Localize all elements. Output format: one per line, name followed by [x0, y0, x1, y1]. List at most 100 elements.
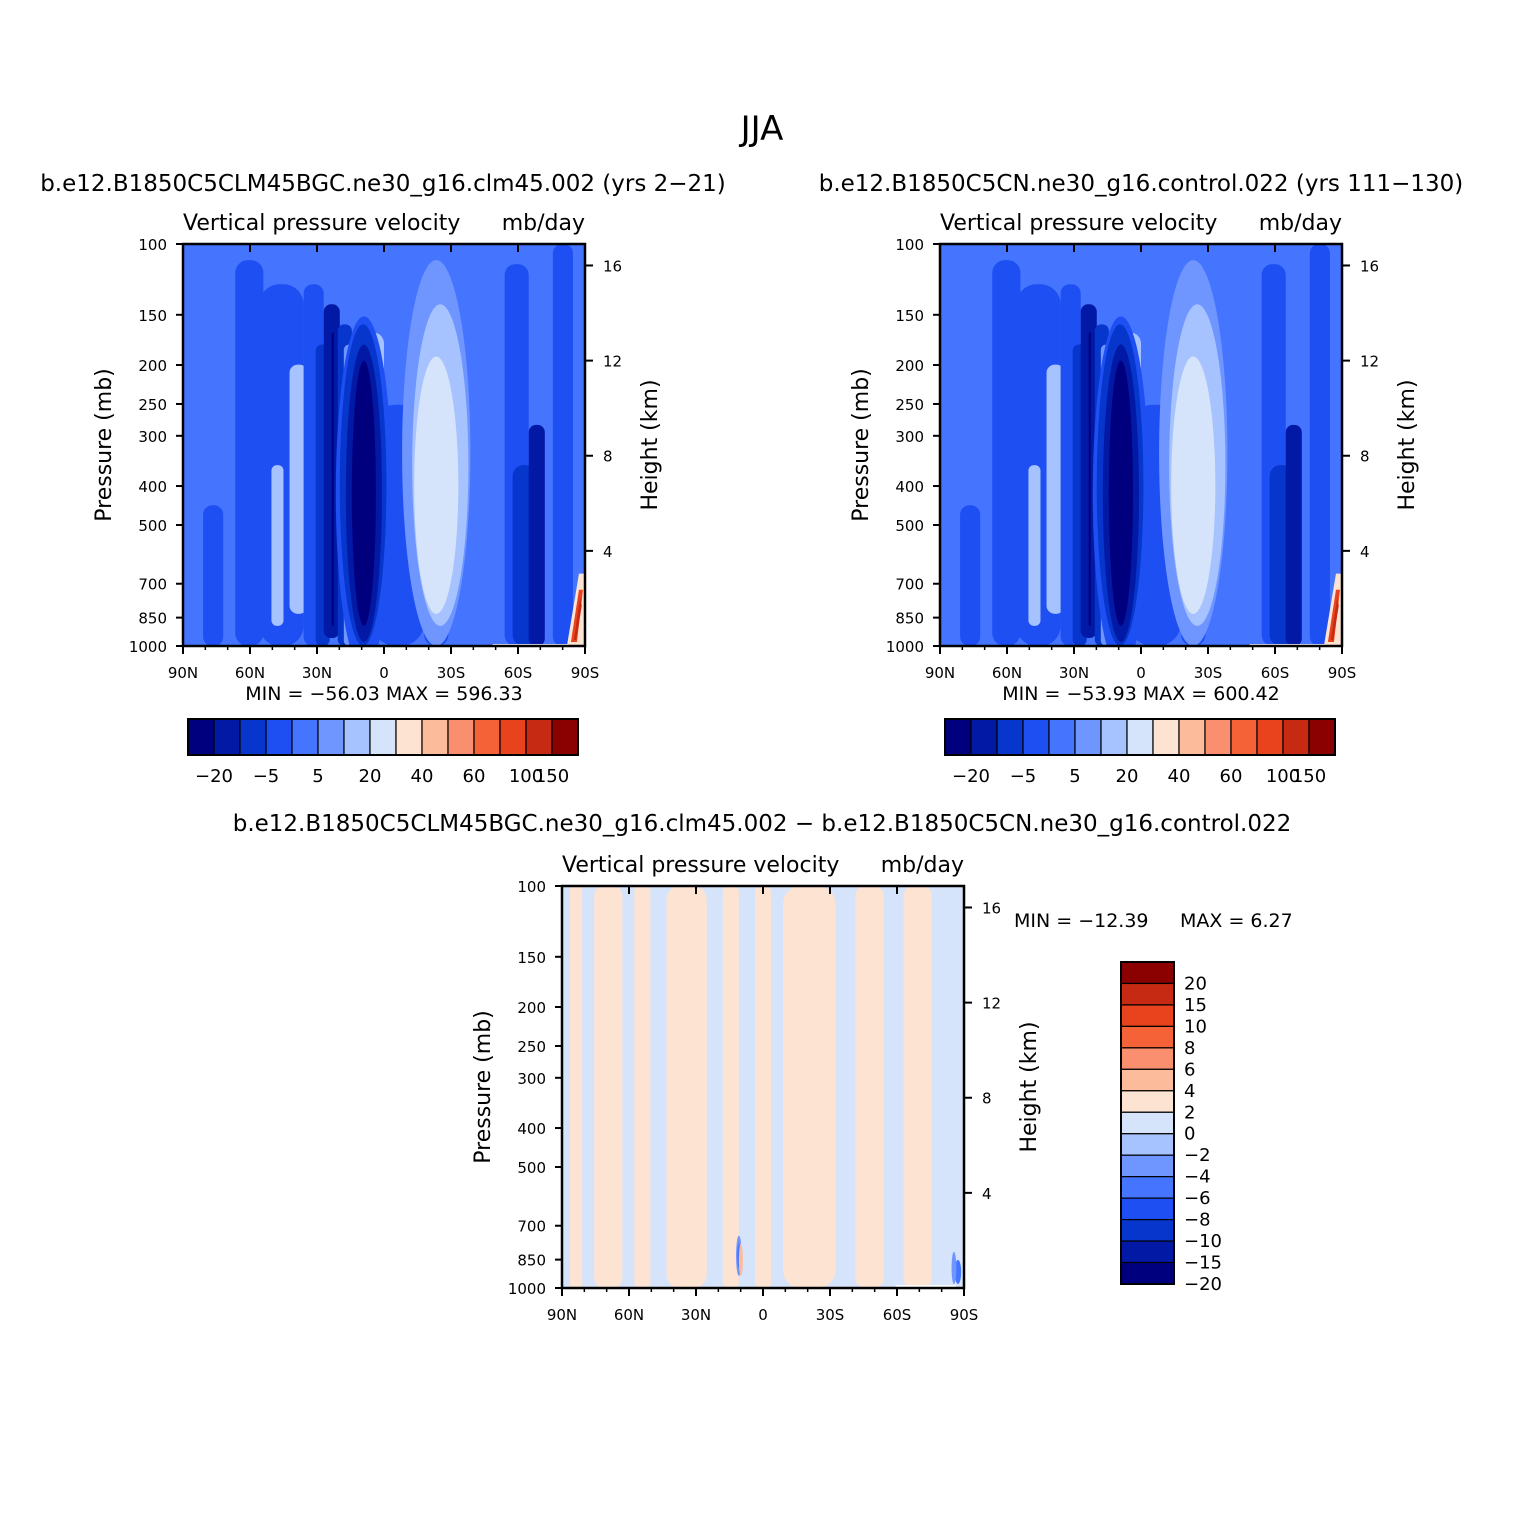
colorbar-label: 150 — [1292, 766, 1326, 787]
colorbar-box — [1120, 1111, 1175, 1135]
colorbar-label: −20 — [952, 766, 990, 787]
colorbar-label: −4 — [1184, 1167, 1211, 1188]
height-tick-label: 12 — [603, 353, 622, 371]
colorbar-box — [213, 718, 241, 756]
contour-field — [562, 886, 964, 1288]
panel-top-right: b.e12.B1850C5CN.ne30_g16.control.022 (yr… — [819, 171, 1464, 787]
latitude-tick-label: 90N — [168, 664, 198, 682]
colorbar-box — [1120, 961, 1175, 985]
ascent-region — [414, 356, 459, 614]
height-tick-label: 16 — [982, 899, 1001, 917]
contour-spot — [951, 1251, 957, 1284]
pressure-tick-label: 500 — [895, 517, 924, 535]
stats-max-label: MAX = 6.27 — [1180, 910, 1293, 932]
latitude-tick-label: 0 — [758, 1306, 768, 1324]
colorbar-box — [1256, 718, 1284, 756]
latitude-tick-label: 60S — [504, 664, 533, 682]
latitude-tick-label: 30N — [681, 1306, 711, 1324]
colorbar-label: 0 — [1184, 1124, 1195, 1145]
height-tick-label: 4 — [1360, 543, 1370, 561]
latitude-tick-label: 90S — [571, 664, 600, 682]
colorbar-label: −20 — [1184, 1274, 1222, 1295]
colorbar-label: 20 — [1116, 766, 1139, 787]
height-tick-label: 4 — [603, 543, 613, 561]
pressure-tick-label: 400 — [895, 478, 924, 496]
colorbar-box — [291, 718, 319, 756]
contour-band — [331, 332, 334, 626]
colorbar-label: −10 — [1184, 1231, 1222, 1252]
y2-axis-label: Height (km) — [638, 379, 663, 510]
colorbar-box — [317, 718, 345, 756]
colorbar-box — [1120, 1261, 1175, 1285]
units-label: mb/day — [502, 211, 585, 236]
colorbar-box — [239, 718, 267, 756]
y2-axis-label: Height (km) — [1395, 379, 1420, 510]
colorbar-label: 4 — [1184, 1081, 1195, 1102]
pressure-tick-label: 300 — [517, 1070, 546, 1088]
latitude-tick-label: 30N — [302, 664, 332, 682]
case-title: b.e12.B1850C5CN.ne30_g16.control.022 (yr… — [819, 171, 1464, 197]
variable-label: Vertical pressure velocity — [562, 853, 839, 878]
contour-band — [594, 886, 623, 1288]
pressure-tick-label: 250 — [138, 396, 167, 414]
colorbar-box — [944, 718, 972, 756]
colorbar-frame — [187, 718, 579, 756]
colorbar-label: 15 — [1184, 995, 1207, 1016]
colorbar-box — [395, 718, 423, 756]
contour-spot — [954, 1259, 962, 1284]
colorbar-label: 8 — [1184, 1038, 1195, 1059]
colorbar-label: 100 — [509, 766, 543, 787]
colorbar-box — [1178, 718, 1206, 756]
contour-band — [855, 886, 884, 1288]
pressure-tick-label: 700 — [517, 1218, 546, 1236]
height-tick-label: 16 — [603, 257, 622, 275]
contour-band — [992, 260, 1021, 646]
colorbar-box — [1022, 718, 1050, 756]
colorbar-box — [1120, 982, 1175, 1006]
case-title: b.e12.B1850C5CLM45BGC.ne30_g16.clm45.002… — [233, 811, 1292, 837]
colorbar-box — [1048, 718, 1076, 756]
latitude-tick-label: 0 — [1136, 664, 1146, 682]
latitude-tick-label: 90N — [547, 1306, 577, 1324]
pressure-tick-label: 1000 — [886, 638, 924, 656]
pressure-tick-label: 700 — [138, 576, 167, 594]
contour-band — [552, 244, 573, 646]
colorbar-label: 5 — [1069, 766, 1080, 787]
colorbar-frame — [1120, 961, 1175, 1285]
colorbar-box — [1230, 718, 1258, 756]
pressure-tick-label: 300 — [138, 428, 167, 446]
height-tick-label: 16 — [1360, 257, 1379, 275]
y2-axis-label: Height (km) — [1017, 1021, 1042, 1152]
colorbar-box — [1120, 1154, 1175, 1178]
contour-band — [634, 886, 651, 1288]
pressure-tick-label: 250 — [517, 1038, 546, 1056]
colorbar-label: 100 — [1266, 766, 1300, 787]
pressure-tick-label: 500 — [517, 1159, 546, 1177]
latitude-tick-label: 30S — [1194, 664, 1223, 682]
contour-band — [1088, 332, 1091, 626]
stats-label: MIN = −56.03 MAX = 596.33 — [245, 683, 522, 705]
latitude-tick-label: 90S — [950, 1306, 979, 1324]
colorbar-label: −20 — [195, 766, 233, 787]
colorbar-label: 10 — [1184, 1016, 1207, 1037]
height-tick-label: 8 — [603, 448, 613, 466]
colorbar-label: 2 — [1184, 1102, 1195, 1123]
colorbar-box — [996, 718, 1024, 756]
pressure-tick-label: 150 — [138, 307, 167, 325]
contour-band — [960, 505, 981, 646]
colorbar-box — [1120, 1047, 1175, 1070]
height-tick-label: 8 — [1360, 448, 1370, 466]
latitude-tick-label: 60S — [883, 1306, 912, 1324]
contour-field — [183, 244, 585, 646]
pressure-tick-label: 700 — [895, 576, 924, 594]
colorbar-box — [1120, 1197, 1175, 1221]
colorbar-box — [1120, 1218, 1175, 1242]
descent-core — [1108, 360, 1133, 626]
colorbar-label: 20 — [359, 766, 382, 787]
pressure-tick-label: 850 — [138, 610, 167, 628]
case-title: b.e12.B1850C5CLM45BGC.ne30_g16.clm45.002… — [40, 171, 726, 197]
colorbar-label: 60 — [463, 766, 486, 787]
contour-band — [235, 260, 264, 646]
pressure-tick-label: 100 — [138, 236, 167, 254]
